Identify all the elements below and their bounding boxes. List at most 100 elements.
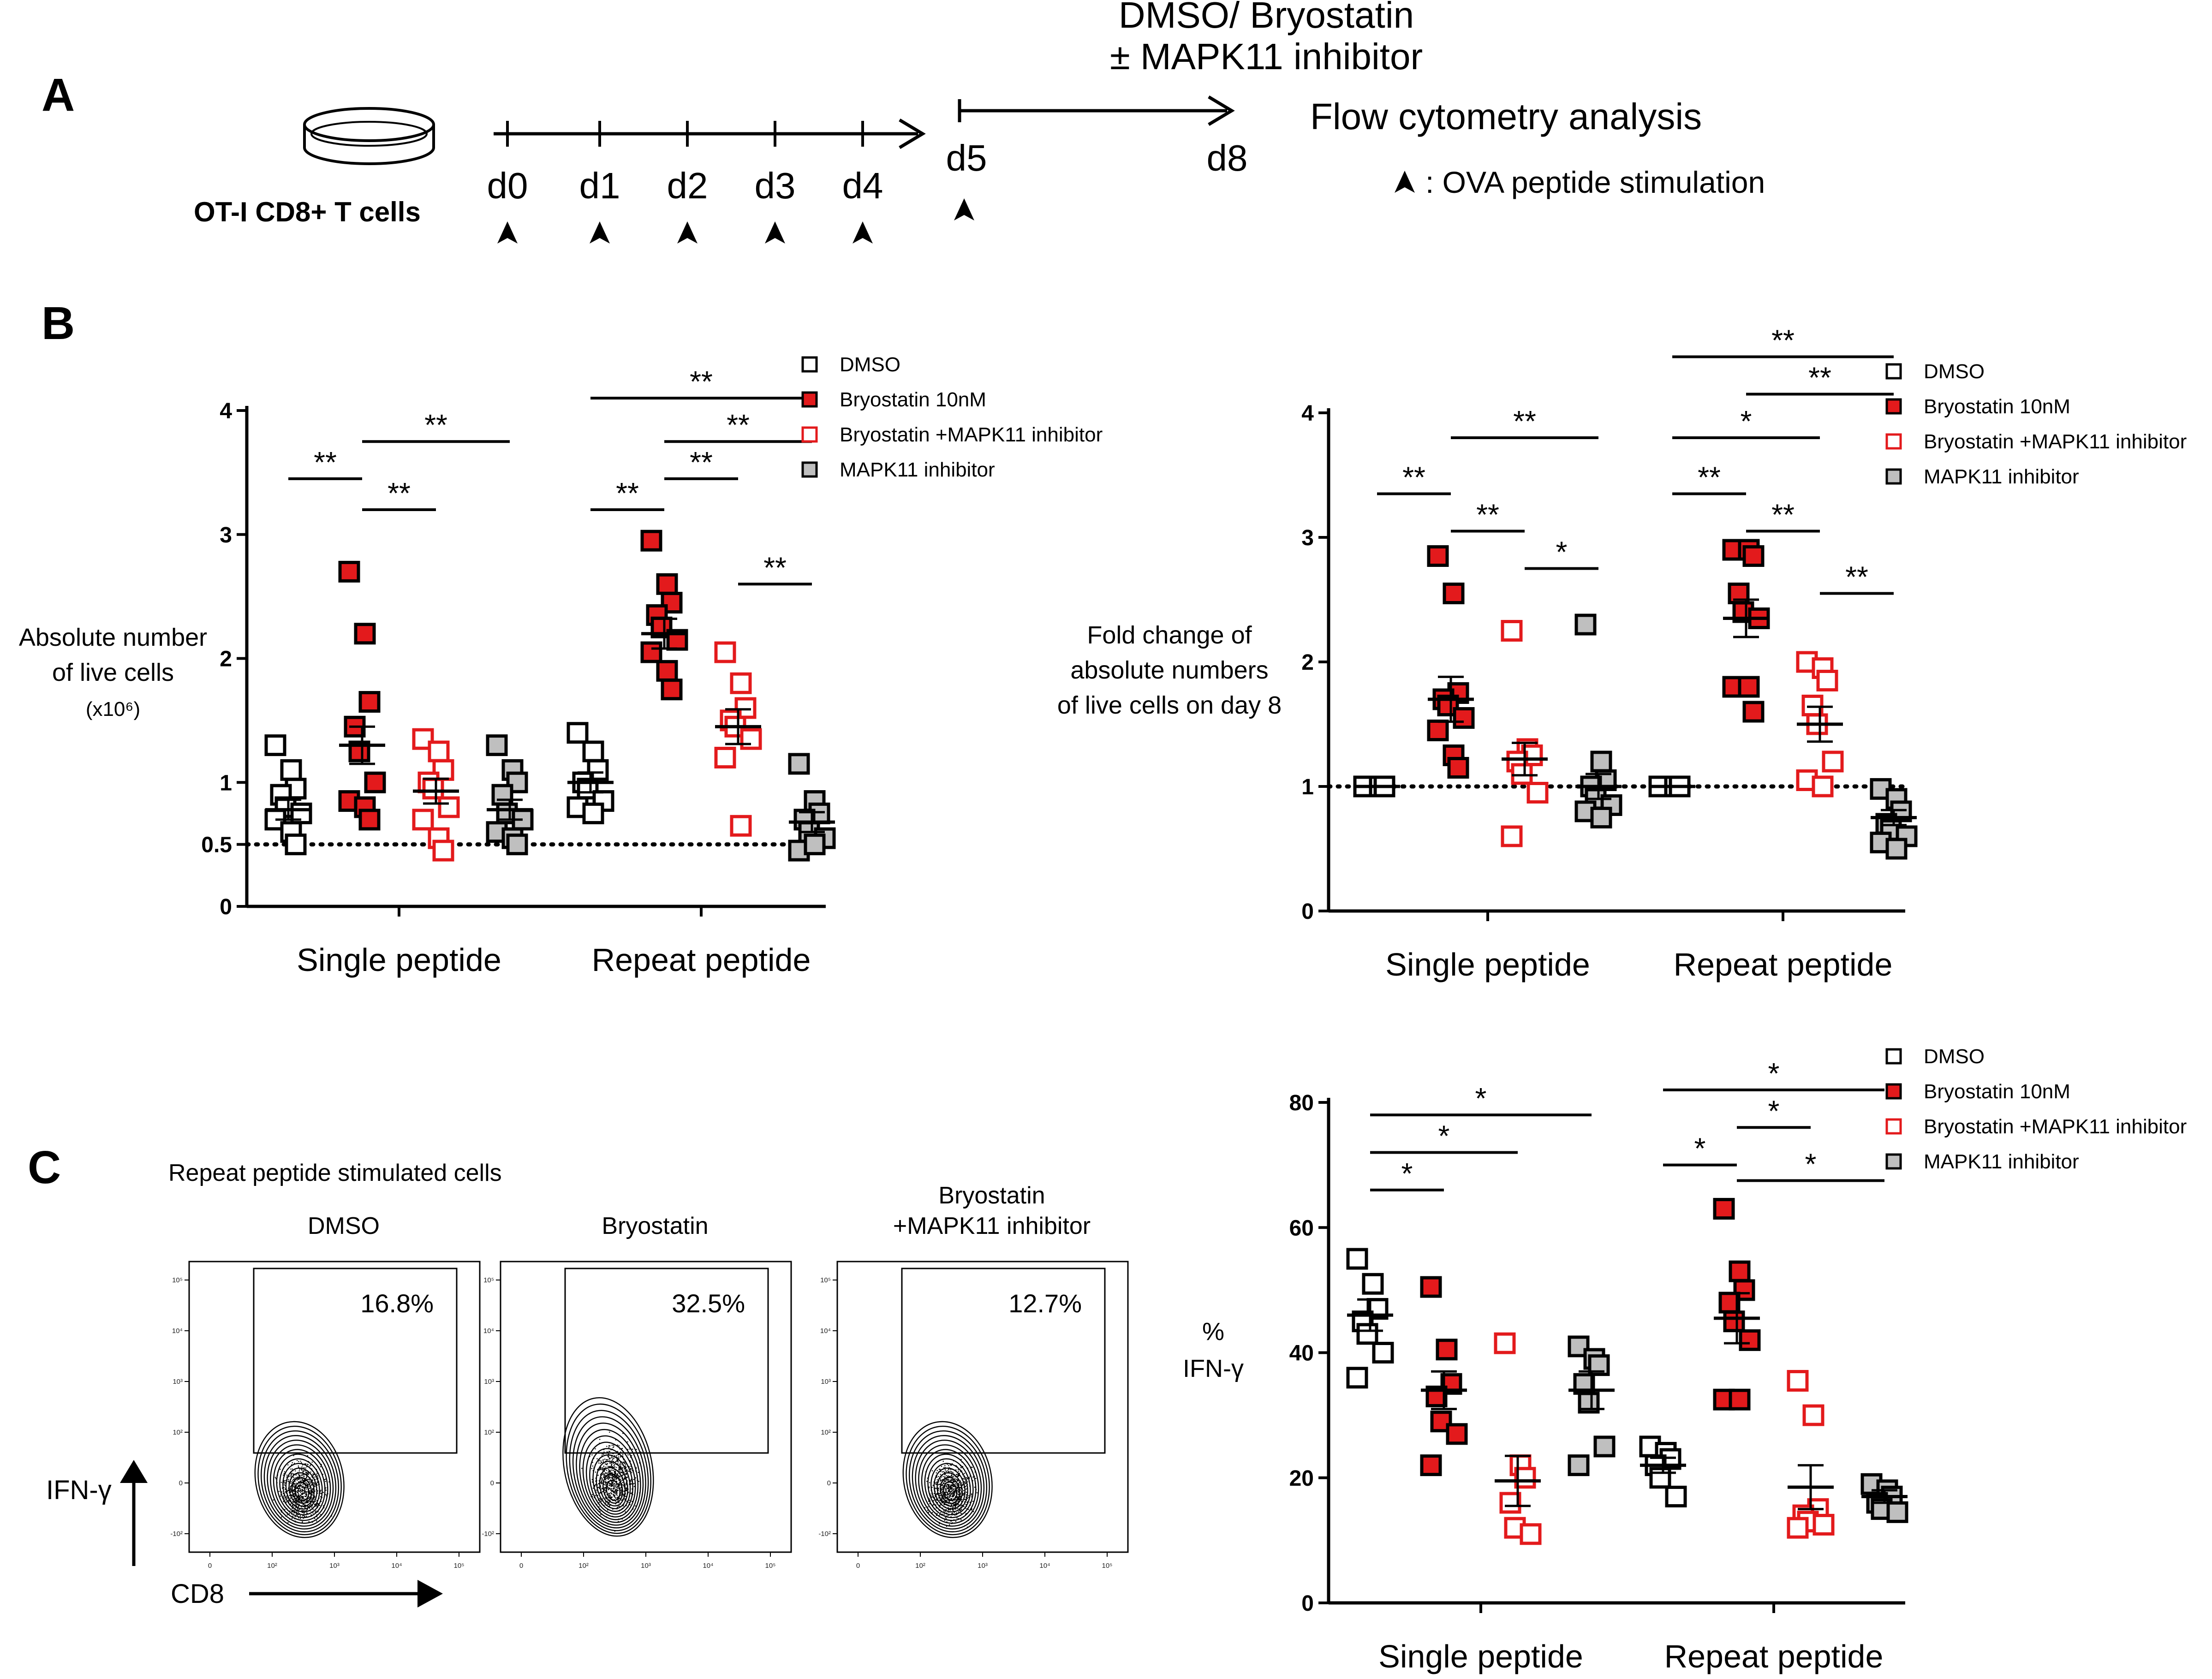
flow-contour <box>257 1425 342 1536</box>
y-axis-unit: (x10⁶) <box>86 698 140 720</box>
flow-contour <box>263 1435 337 1530</box>
flow-contour <box>606 1480 620 1501</box>
significance-label: * <box>1475 1082 1487 1115</box>
data-point <box>566 722 589 744</box>
legend-entry: DMSO <box>840 353 900 376</box>
stimulation-arrow-icon <box>765 221 785 244</box>
flow-contour <box>921 1449 977 1521</box>
flow-contour <box>288 1472 315 1507</box>
y-axis-label: absolute numbers <box>1070 656 1268 684</box>
data-point <box>1568 1454 1590 1477</box>
data-point <box>280 759 302 781</box>
data-point <box>1436 1339 1458 1361</box>
data-point <box>656 660 678 682</box>
y-axis-label: IFN-γ <box>1183 1355 1244 1382</box>
panel-b-label: B <box>42 298 75 349</box>
flow-contour <box>902 1421 993 1538</box>
flow-x-tick-label: 10² <box>578 1562 589 1570</box>
flow-contour <box>936 1472 963 1507</box>
data-point <box>1501 825 1523 847</box>
data-point <box>1446 1423 1468 1445</box>
significance-label: ** <box>1698 461 1721 494</box>
data-point <box>1739 1329 1761 1351</box>
y-axis-label: % <box>1202 1318 1224 1346</box>
data-point <box>1362 1273 1384 1295</box>
day-label-d2: d2 <box>667 165 708 206</box>
y-axis-label: Fold change of <box>1087 621 1252 649</box>
data-point <box>1886 1501 1908 1523</box>
panel-c-heading: Repeat peptide stimulated cells <box>168 1160 502 1186</box>
culture-dish-icon <box>303 107 435 165</box>
data-point <box>1427 720 1449 741</box>
flow-y-tick-label: -10² <box>482 1530 494 1538</box>
flow-x-tick-label: 0 <box>519 1562 523 1570</box>
stimulation-arrow-icon <box>497 221 518 244</box>
legend-entry: DMSO <box>1924 1045 1985 1068</box>
flow-x-tick-label: 10³ <box>978 1562 988 1570</box>
y-tick-label: 60 <box>1289 1216 1314 1240</box>
data-point <box>1590 750 1612 773</box>
flow-y-tick-label: -10² <box>818 1530 831 1538</box>
flow-contour <box>585 1441 636 1518</box>
analysis-label: Flow cytometry analysis <box>1310 96 1702 137</box>
significance-label: ** <box>1771 498 1795 531</box>
data-point <box>432 840 454 862</box>
y-tick-label: 40 <box>1289 1341 1314 1366</box>
data-point <box>730 672 752 694</box>
stimulation-arrow-icon <box>954 198 974 220</box>
flow-contour <box>569 1410 649 1531</box>
data-point <box>1514 1467 1536 1489</box>
data-point <box>1443 583 1465 604</box>
flow-plot-title: Bryostatin <box>602 1213 708 1239</box>
significance-label: * <box>1768 1057 1780 1090</box>
flow-y-tick-label: 0 <box>179 1479 183 1487</box>
flow-x-tick-label: 10² <box>915 1562 925 1570</box>
flow-y-tick-label: 10³ <box>821 1378 831 1386</box>
data-point <box>428 740 450 762</box>
flow-x-tick-label: 10⁴ <box>391 1562 402 1570</box>
significance-label: ** <box>1513 405 1536 438</box>
data-point <box>1501 620 1523 642</box>
data-point <box>412 728 434 750</box>
day-5-label: d5 <box>946 137 987 179</box>
data-point <box>358 809 381 831</box>
flow-x-tick-label: 10³ <box>641 1562 651 1570</box>
stimulation-arrow-icon <box>853 221 873 244</box>
data-point <box>1742 701 1765 723</box>
flow-contour <box>924 1453 974 1518</box>
flow-plot-title: +MAPK11 inhibitor <box>893 1213 1091 1239</box>
flow-y-tick-label: 0 <box>490 1479 494 1487</box>
flow-contour <box>285 1467 317 1510</box>
flow-y-tick-label: 0 <box>827 1479 831 1487</box>
flow-x-tick-label: 10⁴ <box>703 1562 713 1570</box>
flow-contour <box>294 1481 310 1501</box>
data-point <box>1787 1370 1809 1392</box>
flow-y-tick-label: -10² <box>170 1530 183 1538</box>
flow-gate <box>253 1268 458 1454</box>
flow-axis-y-label: IFN-γ <box>46 1475 112 1505</box>
treatment-line-2: ± MAPK11 inhibitor <box>1110 36 1423 77</box>
treatment-line-1: DMSO/ Bryostatin <box>1119 0 1414 36</box>
data-point <box>264 734 286 756</box>
flow-contour <box>572 1416 646 1529</box>
flow-gate-percent: 16.8% <box>360 1289 434 1318</box>
legend-entry: MAPK11 inhibitor <box>840 458 995 481</box>
stimulation-arrow-icon <box>677 221 698 244</box>
y-axis-label: of live cells <box>52 659 174 686</box>
flow-contour <box>596 1460 628 1509</box>
day-label-d1: d1 <box>579 165 620 206</box>
x-category-label: Single peptide <box>1385 947 1590 982</box>
data-point <box>354 623 376 645</box>
flow-contour <box>282 1463 320 1512</box>
flow-contour <box>912 1435 985 1530</box>
flow-y-tick-label: 10⁴ <box>172 1327 183 1335</box>
legend-stimulation-arrow-icon <box>1395 171 1415 193</box>
flow-axis-x-arrow-icon <box>417 1580 443 1608</box>
y-tick-label: 1 <box>220 771 232 795</box>
data-point <box>364 771 386 793</box>
flow-x-tick-label: 0 <box>856 1562 860 1570</box>
data-point <box>1742 545 1765 567</box>
flow-contour <box>942 1481 958 1501</box>
legend-entry: MAPK11 inhibitor <box>1924 1150 2079 1173</box>
flow-contour <box>589 1448 633 1515</box>
